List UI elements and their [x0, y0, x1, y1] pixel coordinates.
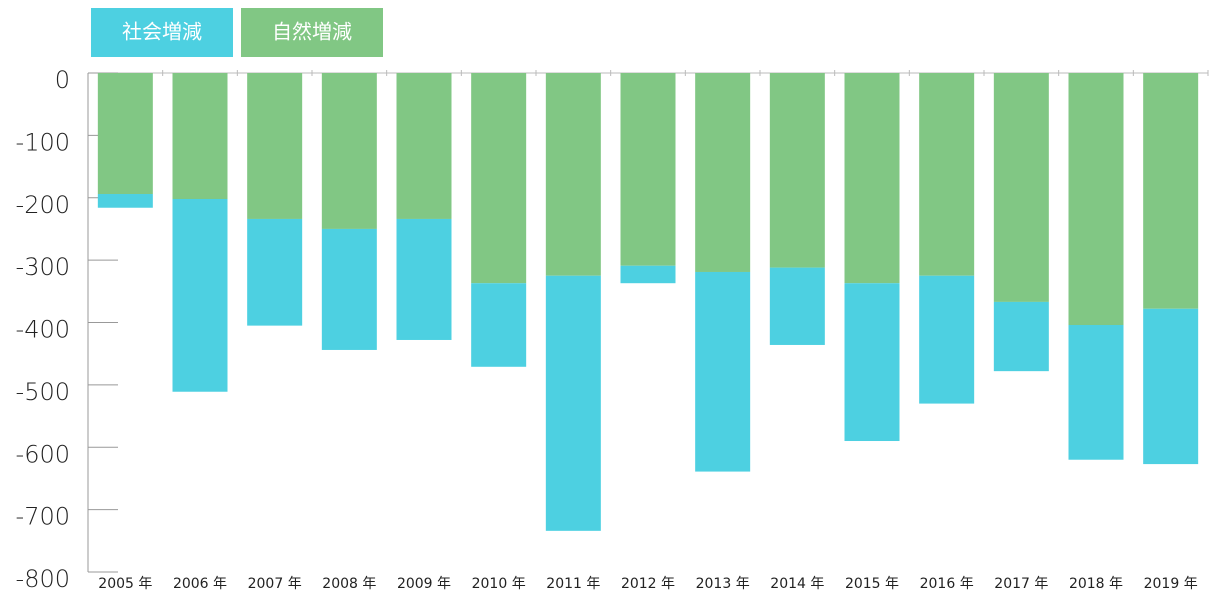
y-tick-label: -600 — [16, 440, 70, 468]
bar-segment — [844, 73, 900, 284]
bar-segment — [545, 275, 601, 531]
legend-swatch — [91, 8, 233, 57]
bar-segment — [769, 267, 825, 345]
x-tick-label: 2010 年 — [472, 576, 526, 592]
x-tick-label: 2009 年 — [397, 576, 451, 592]
bar-segment — [97, 73, 153, 195]
x-tick-label: 2007 年 — [248, 576, 302, 592]
x-tick-label: 2015 年 — [845, 576, 899, 592]
bar-segment — [695, 73, 751, 272]
x-tick-label: 2019 年 — [1144, 576, 1198, 592]
bar-segment — [1143, 73, 1199, 309]
bar-segment — [471, 73, 527, 284]
bar-segment — [247, 73, 303, 219]
bar-segment — [321, 228, 377, 350]
bar-segment — [993, 301, 1049, 372]
x-tick-label: 2017 年 — [994, 576, 1048, 592]
bar-segment — [471, 283, 527, 367]
y-tick-label: -700 — [16, 503, 70, 531]
y-tick-label: -800 — [16, 565, 70, 593]
bar-segment — [396, 218, 452, 340]
x-tick-label: 2018 年 — [1069, 576, 1123, 592]
bar-segment — [247, 218, 303, 326]
y-tick-label: -300 — [16, 253, 70, 281]
bar-segment — [919, 73, 975, 276]
x-tick-label: 2005 年 — [98, 576, 152, 592]
bar-segment — [1068, 73, 1124, 325]
bar-segment — [919, 275, 975, 404]
bar-segment — [695, 271, 751, 472]
bar-segment — [620, 73, 676, 266]
legend-swatch — [241, 8, 383, 57]
x-tick-label: 2014 年 — [770, 576, 824, 592]
bar-segment — [396, 73, 452, 219]
legend-label: 社会増減 — [122, 20, 202, 44]
y-tick-label: -200 — [16, 191, 70, 219]
bar-segment — [769, 73, 825, 268]
bar-segment — [545, 73, 601, 276]
bar-segment — [172, 73, 228, 199]
bar-segment — [172, 198, 228, 392]
y-tick-label: -500 — [16, 378, 70, 406]
y-tick-label: 0 — [55, 66, 70, 94]
x-tick-label: 2016 年 — [920, 576, 974, 592]
y-tick-label: -400 — [16, 316, 70, 344]
bar-segment — [1068, 324, 1124, 460]
y-tick-label: -100 — [16, 128, 70, 156]
x-tick-label: 2013 年 — [696, 576, 750, 592]
bar-segment — [993, 73, 1049, 302]
bar-segment — [321, 73, 377, 229]
x-tick-label: 2012 年 — [621, 576, 675, 592]
bar-segment — [844, 283, 900, 442]
x-tick-label: 2006 年 — [173, 576, 227, 592]
x-tick-label: 2011 年 — [546, 576, 600, 592]
legend-label: 自然増減 — [272, 20, 352, 44]
bar-segment — [97, 194, 153, 208]
bar-segment — [1143, 308, 1199, 465]
bar-segment — [620, 265, 676, 284]
x-tick-label: 2008 年 — [322, 576, 376, 592]
